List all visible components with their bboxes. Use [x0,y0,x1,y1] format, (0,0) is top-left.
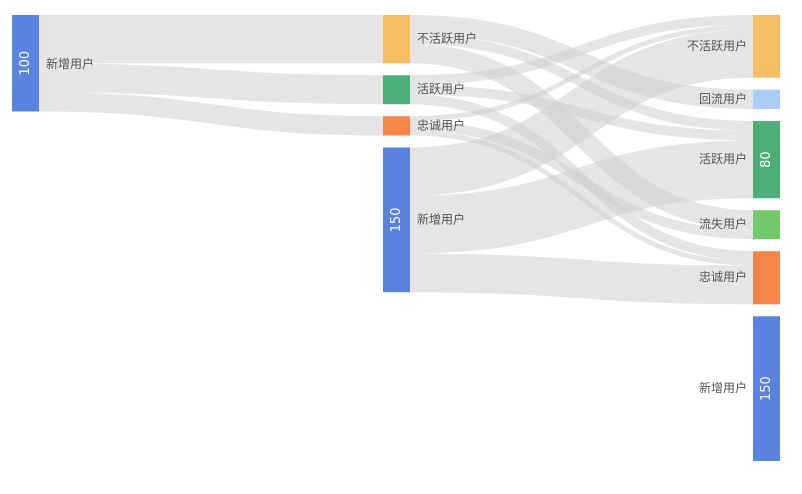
node-value-s0_new: 100 [18,51,33,76]
node-label-s2_loyal: 忠诚用户 [699,269,747,284]
sankey-link-s1_inactive-to-s2_active [409,34,754,131]
node-label-s1_loyal: 忠诚用户 [417,117,465,132]
sankey-nodes [12,15,780,461]
node-label-s2_active: 活跃用户 [699,151,747,166]
node-label-s1_new: 新增用户 [417,211,465,226]
sankey-node-s1_new [383,147,410,293]
node-label-s2_new: 新增用户 [699,380,747,395]
node-label-s2_inactive: 不活跃用户 [687,38,747,53]
node-label-s2_returned: 回流用户 [699,91,747,106]
sankey-node-s0_new [12,15,39,112]
sankey-link-s1_active-to-s2_inactive [409,15,754,85]
node-value-s2_new: 150 [759,376,774,401]
sankey-node-s2_returned [753,89,780,110]
sankey-node-s1_inactive [383,15,410,64]
node-label-s2_lost: 流失用户 [699,216,747,231]
sankey-link-s1_new-to-s2_loyal [409,253,754,305]
sankey-labels: 新增用户100不活跃用户活跃用户忠诚用户新增用户150不活跃用户回流用户活跃用户… [18,31,774,401]
sankey-link-s1_loyal-to-s2_inactive [409,24,754,122]
sankey-link-s1_new-to-s2_active [409,140,754,254]
sankey-node-s2_lost [753,210,780,240]
sankey-node-s2_new [753,316,780,461]
sankey-link-s0_new-to-s1_loyal [38,92,384,136]
node-label-s1_inactive: 不活跃用户 [417,31,477,46]
sankey-node-s1_loyal [383,116,410,136]
sankey-link-s0_new-to-s1_active [38,63,384,105]
sankey-link-s1_inactive-to-s2_returned [409,15,754,110]
node-value-s2_active: 80 [759,151,774,168]
node-label-s1_active: 活跃用户 [417,81,465,96]
sankey-node-s2_inactive [753,15,780,78]
sankey-node-s2_loyal [753,251,780,305]
sankey-node-s2_active [753,121,780,199]
sankey-link-s1_new-to-s2_inactive [409,29,754,196]
sankey-links [38,14,754,305]
sankey-node-s1_active [383,75,410,105]
node-value-s1_new: 150 [389,207,404,232]
node-label-s0_new: 新增用户 [46,56,94,71]
